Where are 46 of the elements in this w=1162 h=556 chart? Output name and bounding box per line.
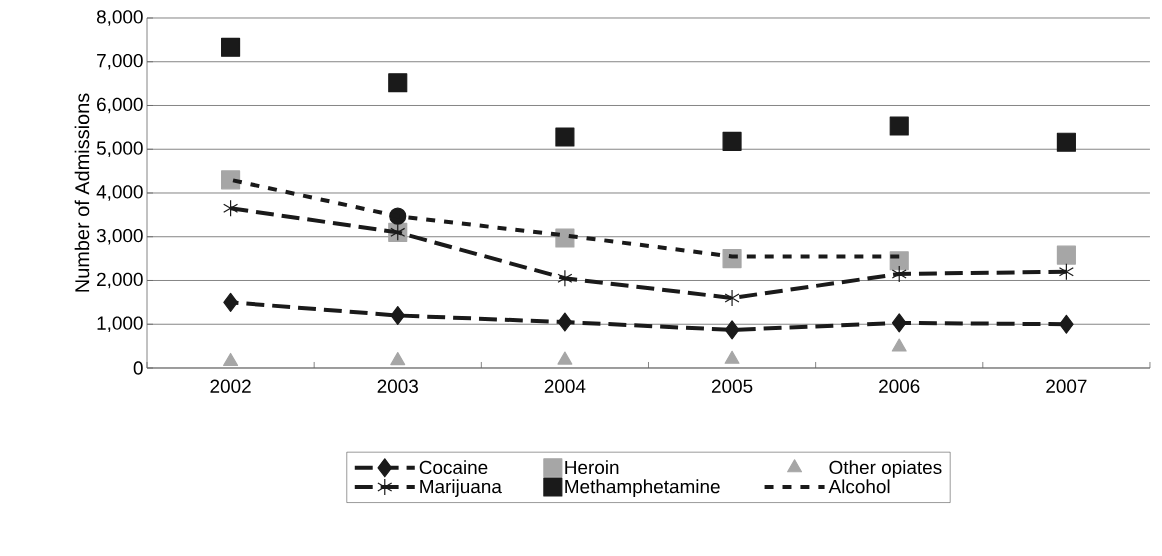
y-tick-label: 1,000 (97, 316, 143, 333)
x-tick-label: 2003 (377, 379, 418, 393)
legend-label: Marijuana (420, 479, 502, 498)
y-tick-label: 4,000 (96, 185, 143, 201)
x-tick-label: 2006 (879, 379, 920, 393)
point (1058, 263, 1074, 281)
point (557, 269, 573, 287)
legend-label: Alcohol (828, 479, 890, 494)
y-tick-label: 6,000 (97, 97, 143, 114)
x-tick-label: 2004 (544, 379, 586, 393)
y-tick-label: 8,000 (96, 10, 143, 26)
y-tick-label: 2,000 (97, 272, 143, 289)
point (891, 265, 907, 283)
point (223, 292, 238, 312)
point (223, 199, 239, 217)
legend-label: Cocaine (419, 460, 488, 475)
point (722, 131, 742, 151)
y-axis-title: Number of Admissions (74, 93, 90, 292)
point (221, 37, 241, 57)
x-tick-label: 2002 (210, 379, 251, 393)
point (221, 170, 241, 190)
point (390, 305, 406, 326)
point (1059, 314, 1074, 334)
x-tick-label: 2005 (711, 379, 753, 393)
point (891, 338, 907, 352)
y-tick-label: 5,000 (96, 141, 143, 158)
point (724, 289, 740, 307)
point (724, 320, 740, 340)
legend-label: Methamphetamine (565, 479, 720, 498)
point (390, 351, 406, 366)
legend-label: Other opiates (829, 460, 942, 478)
point (1056, 245, 1076, 265)
y-tick-label: 7,000 (97, 53, 143, 70)
point (889, 116, 909, 136)
point (1056, 132, 1076, 152)
point (557, 351, 573, 365)
y-tick-label: 3,000 (96, 228, 143, 245)
y-tick-label: 0 (133, 361, 143, 375)
point (555, 127, 575, 147)
point (724, 350, 740, 364)
x-tick-label: 2007 (1046, 379, 1087, 393)
point (891, 313, 907, 333)
point (388, 73, 408, 93)
point (557, 312, 573, 332)
point (223, 352, 239, 367)
legend-label: Heroin (565, 460, 619, 475)
